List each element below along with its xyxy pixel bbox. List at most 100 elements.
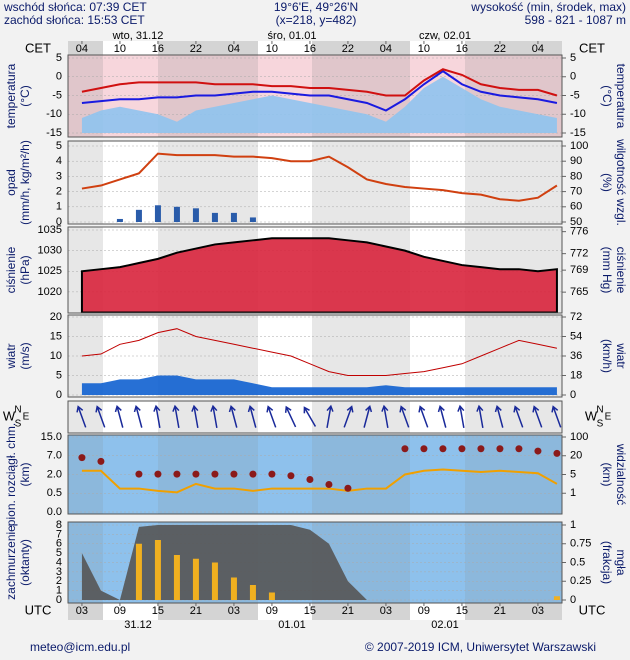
sunrise: wschód słońca: 07:39 CET	[3, 0, 147, 14]
wind-arrow	[494, 404, 504, 428]
y2-tick-label: 18	[570, 369, 582, 381]
y-tick-label: 4	[56, 155, 62, 167]
y2-axis-label: wiatr	[614, 342, 628, 368]
series-line	[81, 68, 558, 97]
series-dot	[553, 449, 561, 457]
night-band	[312, 603, 410, 620]
y-tick-label: 1	[56, 585, 62, 597]
series-dot	[154, 470, 162, 478]
y2-tick-label: 769	[570, 264, 588, 276]
series-area	[81, 76, 557, 133]
y-tick-label: 8	[56, 519, 62, 531]
series-dot	[325, 481, 333, 488]
y2-tick-label: 54	[570, 330, 582, 342]
time-tick-label: 09	[266, 605, 278, 617]
y-tick-label: 5	[56, 52, 62, 64]
series-dot	[192, 470, 200, 478]
time-tick-label: 21	[190, 605, 202, 617]
panel-frame	[67, 434, 563, 515]
y-tick-label: 1	[56, 201, 62, 213]
compass-label: N	[14, 405, 21, 416]
panel-frame	[67, 314, 563, 398]
y-tick-label: 6	[56, 538, 62, 550]
night-band	[465, 141, 562, 224]
series-dot	[515, 445, 523, 453]
zone-label: UTC	[25, 602, 52, 617]
y2-tick-label: -15	[570, 127, 586, 139]
y2-axis-label: mgła	[614, 549, 628, 575]
series-dot	[458, 445, 466, 453]
night-band	[68, 41, 103, 56]
panel-frame	[67, 400, 563, 434]
day-label: 01.01	[278, 619, 306, 631]
series-dot	[230, 470, 238, 478]
y2-tick-label: -10	[570, 108, 586, 120]
y-axis-label: ciśnienie	[4, 246, 18, 293]
series-dot	[135, 470, 143, 478]
compass-label: W	[3, 408, 16, 423]
series-line	[81, 152, 558, 202]
compass-label: W	[585, 408, 598, 423]
y2-tick-label: 5	[570, 52, 576, 64]
y2-axis-label: (%)	[600, 173, 614, 192]
y2-tick-label: 772	[570, 248, 588, 260]
time-tick-label: 16	[456, 43, 468, 55]
series-dot	[306, 476, 314, 483]
y-tick-label: 0.0	[47, 506, 62, 518]
wind-arrow	[399, 405, 410, 428]
night-band	[158, 603, 258, 620]
y2-tick-label: 776	[570, 226, 588, 238]
y2-axis-label: (frakcja)	[600, 541, 614, 584]
y2-tick-label: -5	[570, 89, 580, 101]
time-tick-label: 10	[266, 43, 278, 55]
series-bar	[211, 212, 218, 222]
night-band	[158, 401, 258, 433]
y-axis-label: (hPa)	[18, 255, 32, 284]
series-bar	[230, 577, 237, 600]
wind-arrow	[381, 404, 389, 428]
night-band	[465, 41, 562, 56]
y2-tick-label: 0	[570, 594, 576, 606]
time-tick-label: 22	[494, 43, 506, 55]
time-tick-label: 10	[114, 43, 126, 55]
y-tick-label: 15.0	[41, 431, 62, 443]
y-tick-label: 1025	[38, 265, 62, 277]
y-axis-label: (km)	[18, 463, 32, 487]
series-bar	[211, 562, 218, 600]
time-tick-label: 04	[228, 43, 240, 55]
series-dot	[420, 445, 428, 453]
email[interactable]: meteo@icm.edu.pl	[30, 640, 130, 654]
y-tick-label: 5	[56, 369, 62, 381]
series-bar	[230, 212, 237, 222]
series-dot	[268, 470, 276, 478]
time-tick-label: 15	[456, 605, 468, 617]
panel-background	[68, 141, 562, 224]
time-tick-label: 15	[152, 605, 164, 617]
series-dot	[401, 445, 409, 453]
time-tick-label: 03	[380, 605, 392, 617]
y-tick-label: 20	[50, 311, 62, 323]
night-band	[68, 141, 103, 224]
night-band	[158, 141, 258, 224]
time-tick-label: 04	[76, 43, 88, 55]
night-band	[68, 401, 103, 433]
y2-tick-label: 80	[570, 170, 582, 182]
copyright: © 2007-2019 ICM, Uniwersytet Warszawski	[365, 640, 596, 654]
panel-frame	[67, 140, 563, 225]
y2-axis-label: widzialność	[614, 443, 628, 505]
series-bar	[135, 543, 142, 600]
series-dot	[97, 457, 105, 465]
wind-arrow	[95, 405, 106, 428]
altitude-title: wysokość (min, środek, max)	[470, 0, 626, 14]
wind-arrow	[303, 406, 317, 427]
y-tick-label: 2.0	[47, 468, 62, 480]
y2-tick-label: 1	[570, 519, 576, 531]
series-dot	[344, 484, 352, 492]
wind-arrow	[133, 404, 143, 428]
wind-arrow	[76, 405, 87, 428]
series-bar	[135, 209, 142, 222]
y-tick-label: 4	[56, 556, 62, 568]
time-tick-label: 03	[228, 605, 240, 617]
series-bar	[192, 208, 199, 222]
y-tick-label: 3	[56, 566, 62, 578]
